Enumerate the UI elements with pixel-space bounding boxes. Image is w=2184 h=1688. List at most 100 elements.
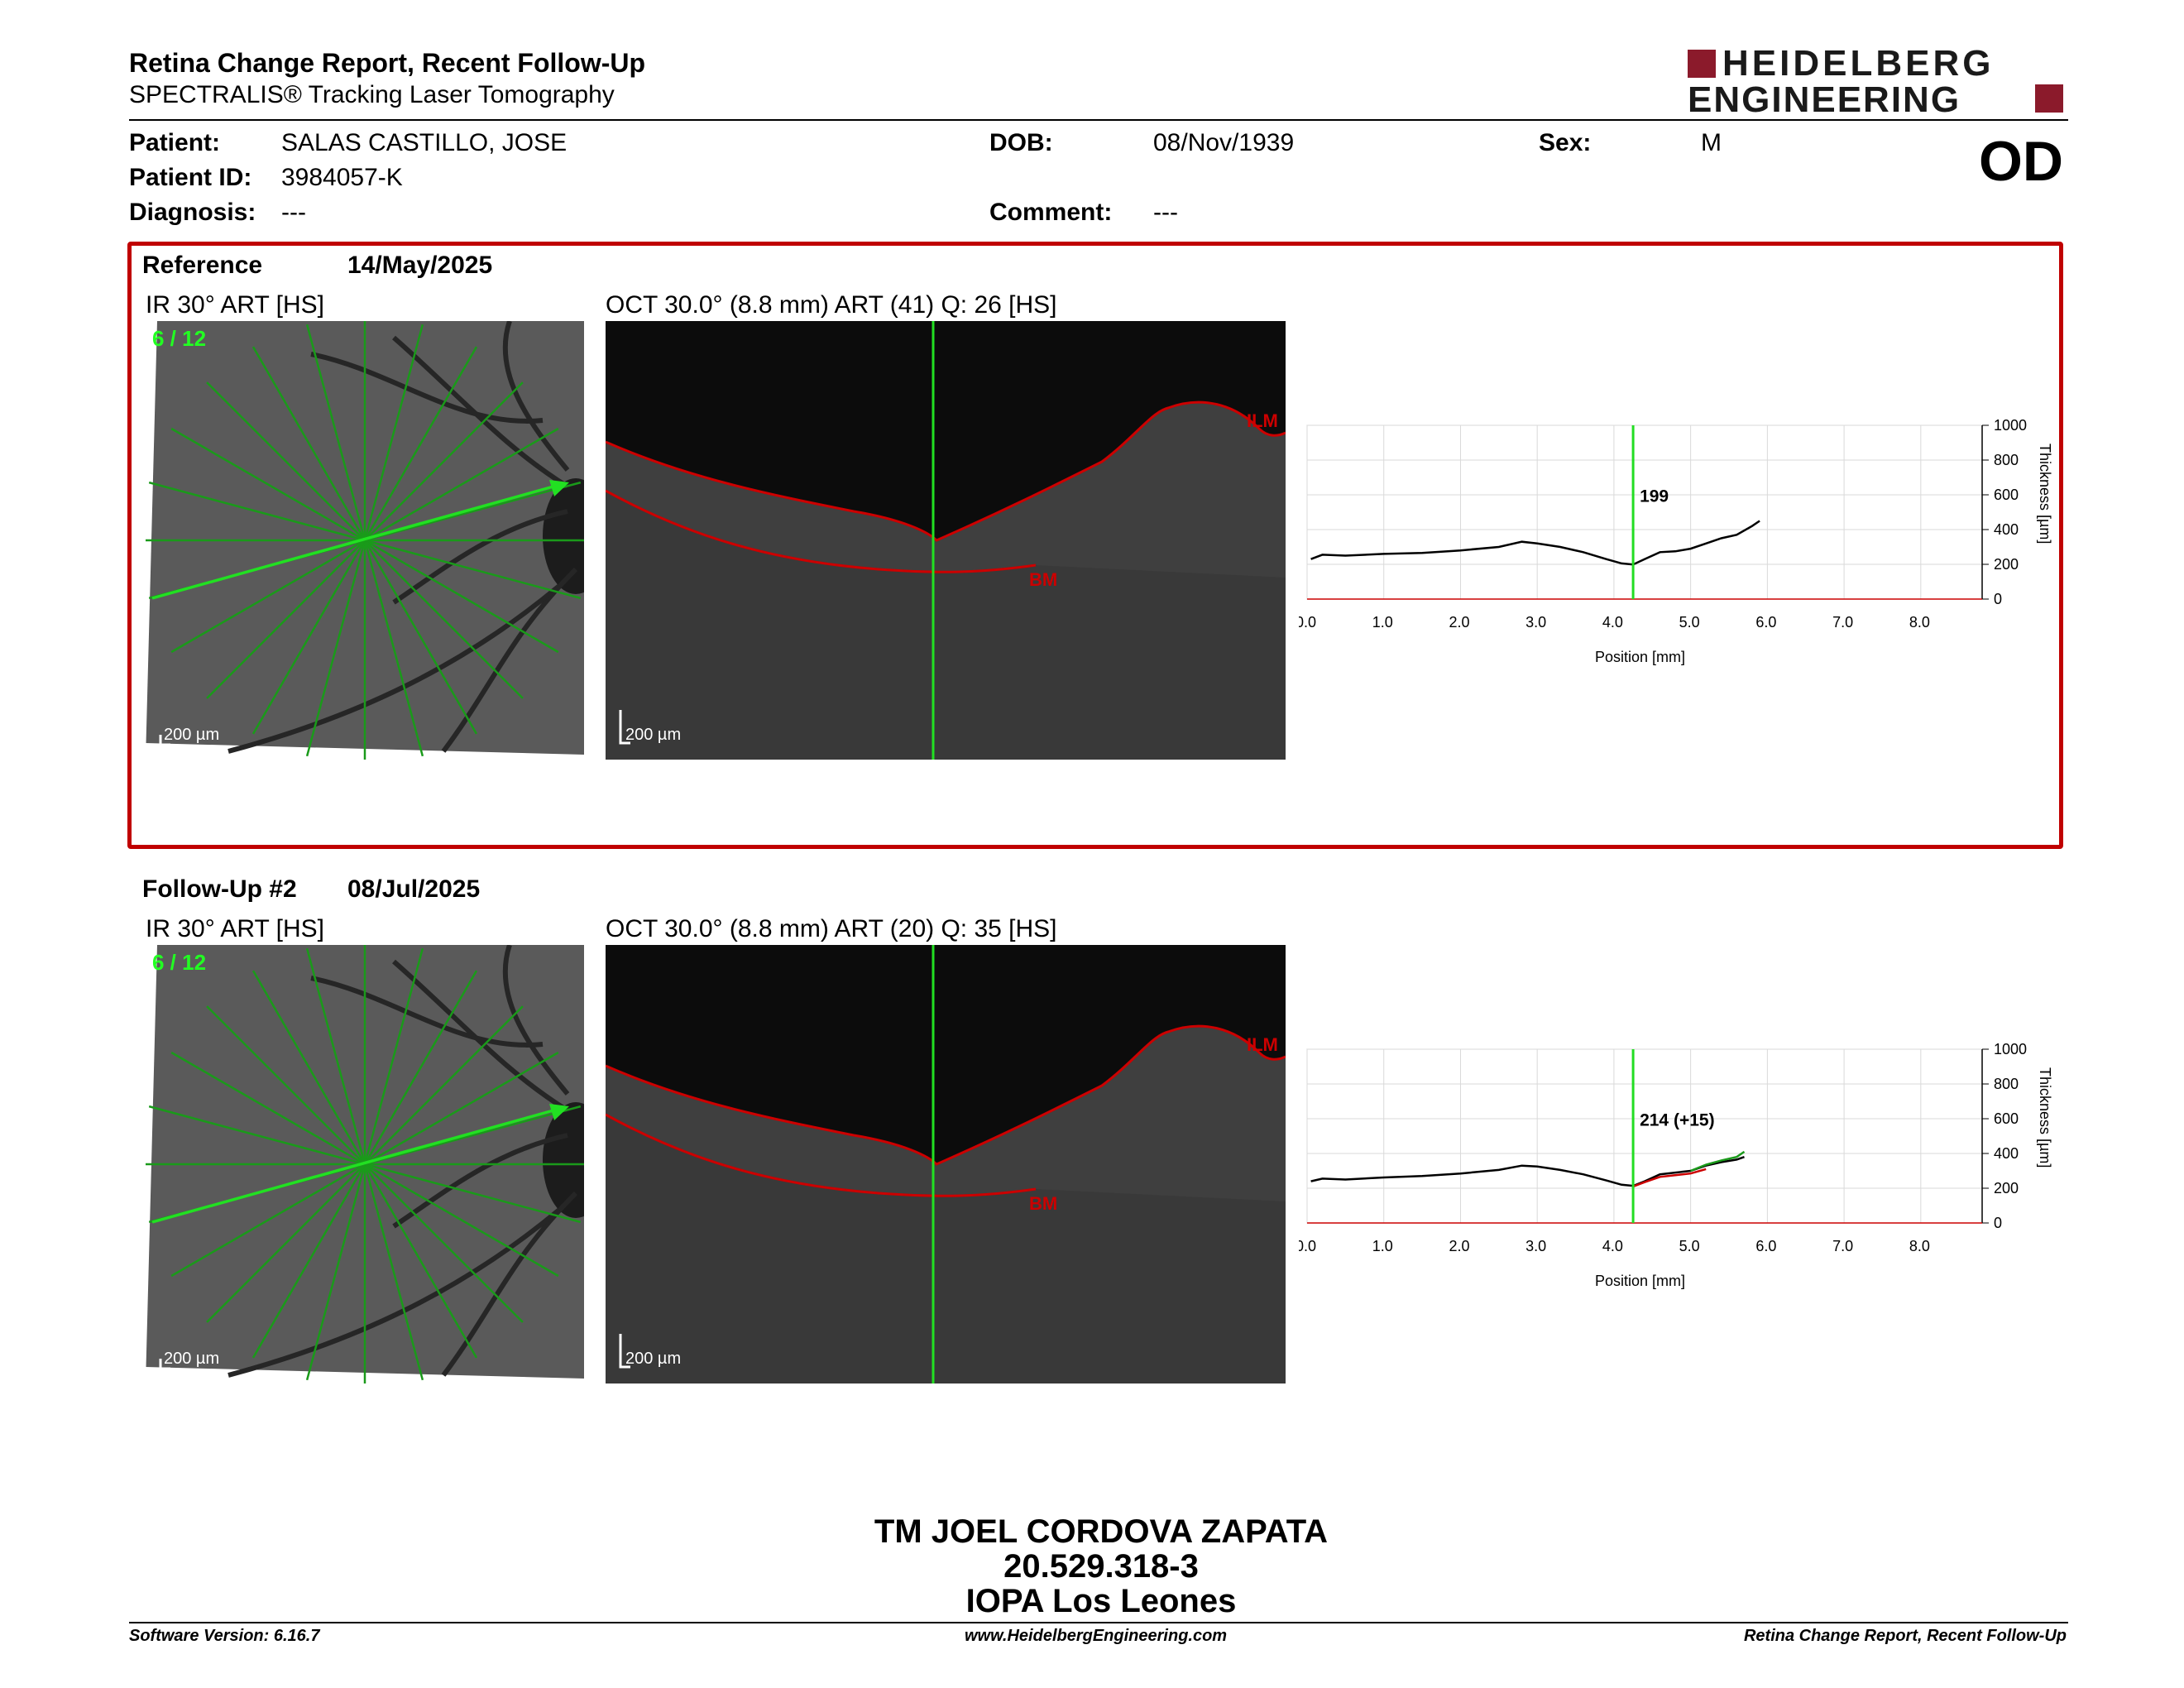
scale-bar-icon [619,1334,630,1369]
ilm-label: ILM [1247,410,1278,431]
x-tick-label: 2.0 [1449,614,1469,631]
y-tick-label: 800 [1994,452,2019,468]
x-tick-label: 4.0 [1602,1238,1623,1254]
x-tick-label: 3.0 [1525,1238,1546,1254]
chart-plot-area [1306,424,1983,600]
retinal-vessel [310,976,544,1048]
x-tick-label: 2.0 [1449,1238,1469,1254]
oct-bscan-image[interactable]: ILM BM 200 µm [606,321,1286,760]
reference-box [127,242,2063,849]
ilm-segmentation-line [606,400,1286,542]
y-tick-label: 0 [1994,591,2002,607]
oct-scale-label: 200 µm [625,726,681,744]
active-scan-line [151,1107,560,1224]
ir-scale-label: 200 µm [164,1350,219,1368]
y-tick-label: 0 [1994,1215,2002,1231]
sex-value: M [1701,129,1722,156]
scale-bar-icon [159,735,170,746]
x-tick-label: 1.0 [1372,1238,1393,1254]
ilm-segmentation-line [606,1024,1286,1166]
report-title: Retina Change Report, Recent Follow-Up [129,48,646,78]
logo-text-heidelberg: HEIDELBERG [1722,43,1995,84]
scan-index-label: 6 / 12 [152,950,206,975]
ir-fundus-image[interactable]: 6 / 12 200 µm [146,321,584,760]
y-tick-label: 1000 [1994,417,2027,434]
retinal-vessel [392,959,569,1113]
y-tick-label: 800 [1994,1076,2019,1092]
x-axis-title: Position [mm] [1595,1273,1685,1289]
dob-label: DOB: [989,129,1053,156]
thickness-series-line [1690,1150,1746,1172]
y-tick-label: 400 [1994,521,2019,538]
x-tick-label: 5.0 [1679,614,1700,631]
retinal-vessel [392,335,569,489]
x-tick-label: 0.0 [1299,614,1316,631]
x-tick-label: 0.0 [1299,1238,1316,1254]
signature-id: 20.529.318-3 [1003,1548,1199,1585]
software-version: Software Version: 6.16.7 [129,1627,320,1645]
oct-bscan-image[interactable]: ILM BM 200 µm [606,945,1286,1383]
report-subtitle: SPECTRALIS® Tracking Laser Tomography [129,81,615,108]
y-tick-label: 200 [1994,1180,2019,1196]
x-tick-label: 6.0 [1755,614,1776,631]
oct-image-title: OCT 30.0° (8.8 mm) ART (20) Q: 35 [HS] [606,915,1057,942]
x-tick-label: 1.0 [1372,614,1393,631]
bm-label: BM [1029,569,1057,590]
section-label: Follow-Up #2 [142,875,297,903]
patient-id-label: Patient ID: [129,164,252,191]
ir-image-title: IR 30° ART [HS] [146,915,324,942]
header-divider [129,119,2068,121]
retinal-vessel [228,1207,561,1378]
retinal-vessel [228,583,561,754]
thickness-chart: 0 200 400 600 800 1000 0.0 1.0 2.0 3.0 4.0 5.0 6.0 7.… [1299,400,2076,682]
eye-indicator: OD [1979,130,2063,193]
patient-id: 3984057-K [281,164,403,191]
sex-label: Sex: [1539,129,1592,156]
scale-bar-icon [159,1359,170,1370]
website-link[interactable]: www.HeidelbergEngineering.com [965,1627,1228,1645]
thickness-series-line [1310,520,1760,566]
scale-bar-icon [619,710,630,745]
y-tick-label: 200 [1994,556,2019,573]
y-axis-title: Thickness [µm] [2037,444,2053,544]
dob-value: 08/Nov/1939 [1153,129,1295,156]
thickness-chart: 0 200 400 600 800 1000 0.0 1.0 2.0 3.0 4.0 5.0 6.0 7.… [1299,1024,2076,1306]
section-label: Reference [142,252,263,279]
bm-segmentation-line [606,489,1037,573]
patient-name: SALAS CASTILLO, JOSE [281,129,568,156]
diagnosis-label: Diagnosis: [129,199,256,226]
x-tick-label: 8.0 [1909,614,1930,631]
retinal-vessel [502,945,570,1096]
patient-label: Patient: [129,129,221,156]
marker-thickness-label: 199 [1640,487,1669,506]
choroid-tissue [606,491,1286,760]
signature-institution: IOPA Los Leones [965,1583,1237,1619]
x-tick-label: 8.0 [1909,1238,1930,1254]
chart-plot-area [1306,1048,1983,1224]
oct-scale-label: 200 µm [625,1350,681,1368]
x-axis-title: Position [mm] [1595,649,1685,665]
x-tick-label: 7.0 [1832,1238,1853,1254]
retinal-vessel [310,352,544,424]
footer-divider [129,1622,2068,1623]
comment-value: --- [1153,199,1178,226]
logo-square-top [1688,50,1716,78]
ir-fundus-image[interactable]: 6 / 12 200 µm [146,945,584,1383]
ir-image-title: IR 30° ART [HS] [146,291,324,319]
y-axis-title: Thickness [µm] [2037,1067,2053,1168]
section-date: 08/Jul/2025 [347,875,481,903]
scan-direction-arrow [549,1104,569,1120]
bm-segmentation-line [606,1113,1037,1197]
y-tick-label: 400 [1994,1145,2019,1162]
scan-index-label: 6 / 12 [152,326,206,351]
marker-thickness-label: 214 (+15) [1640,1110,1714,1129]
x-tick-label: 7.0 [1832,614,1853,631]
bm-label: BM [1029,1193,1057,1214]
thickness-series-line [1632,1168,1707,1188]
diagnosis-value: --- [281,199,306,226]
section-date: 14/May/2025 [347,252,493,279]
x-tick-label: 6.0 [1755,1238,1776,1254]
footer-report-title: Retina Change Report, Recent Follow-Up [1743,1627,2067,1645]
y-tick-label: 1000 [1994,1041,2027,1057]
oct-image-title: OCT 30.0° (8.8 mm) ART (41) Q: 26 [HS] [606,291,1057,319]
